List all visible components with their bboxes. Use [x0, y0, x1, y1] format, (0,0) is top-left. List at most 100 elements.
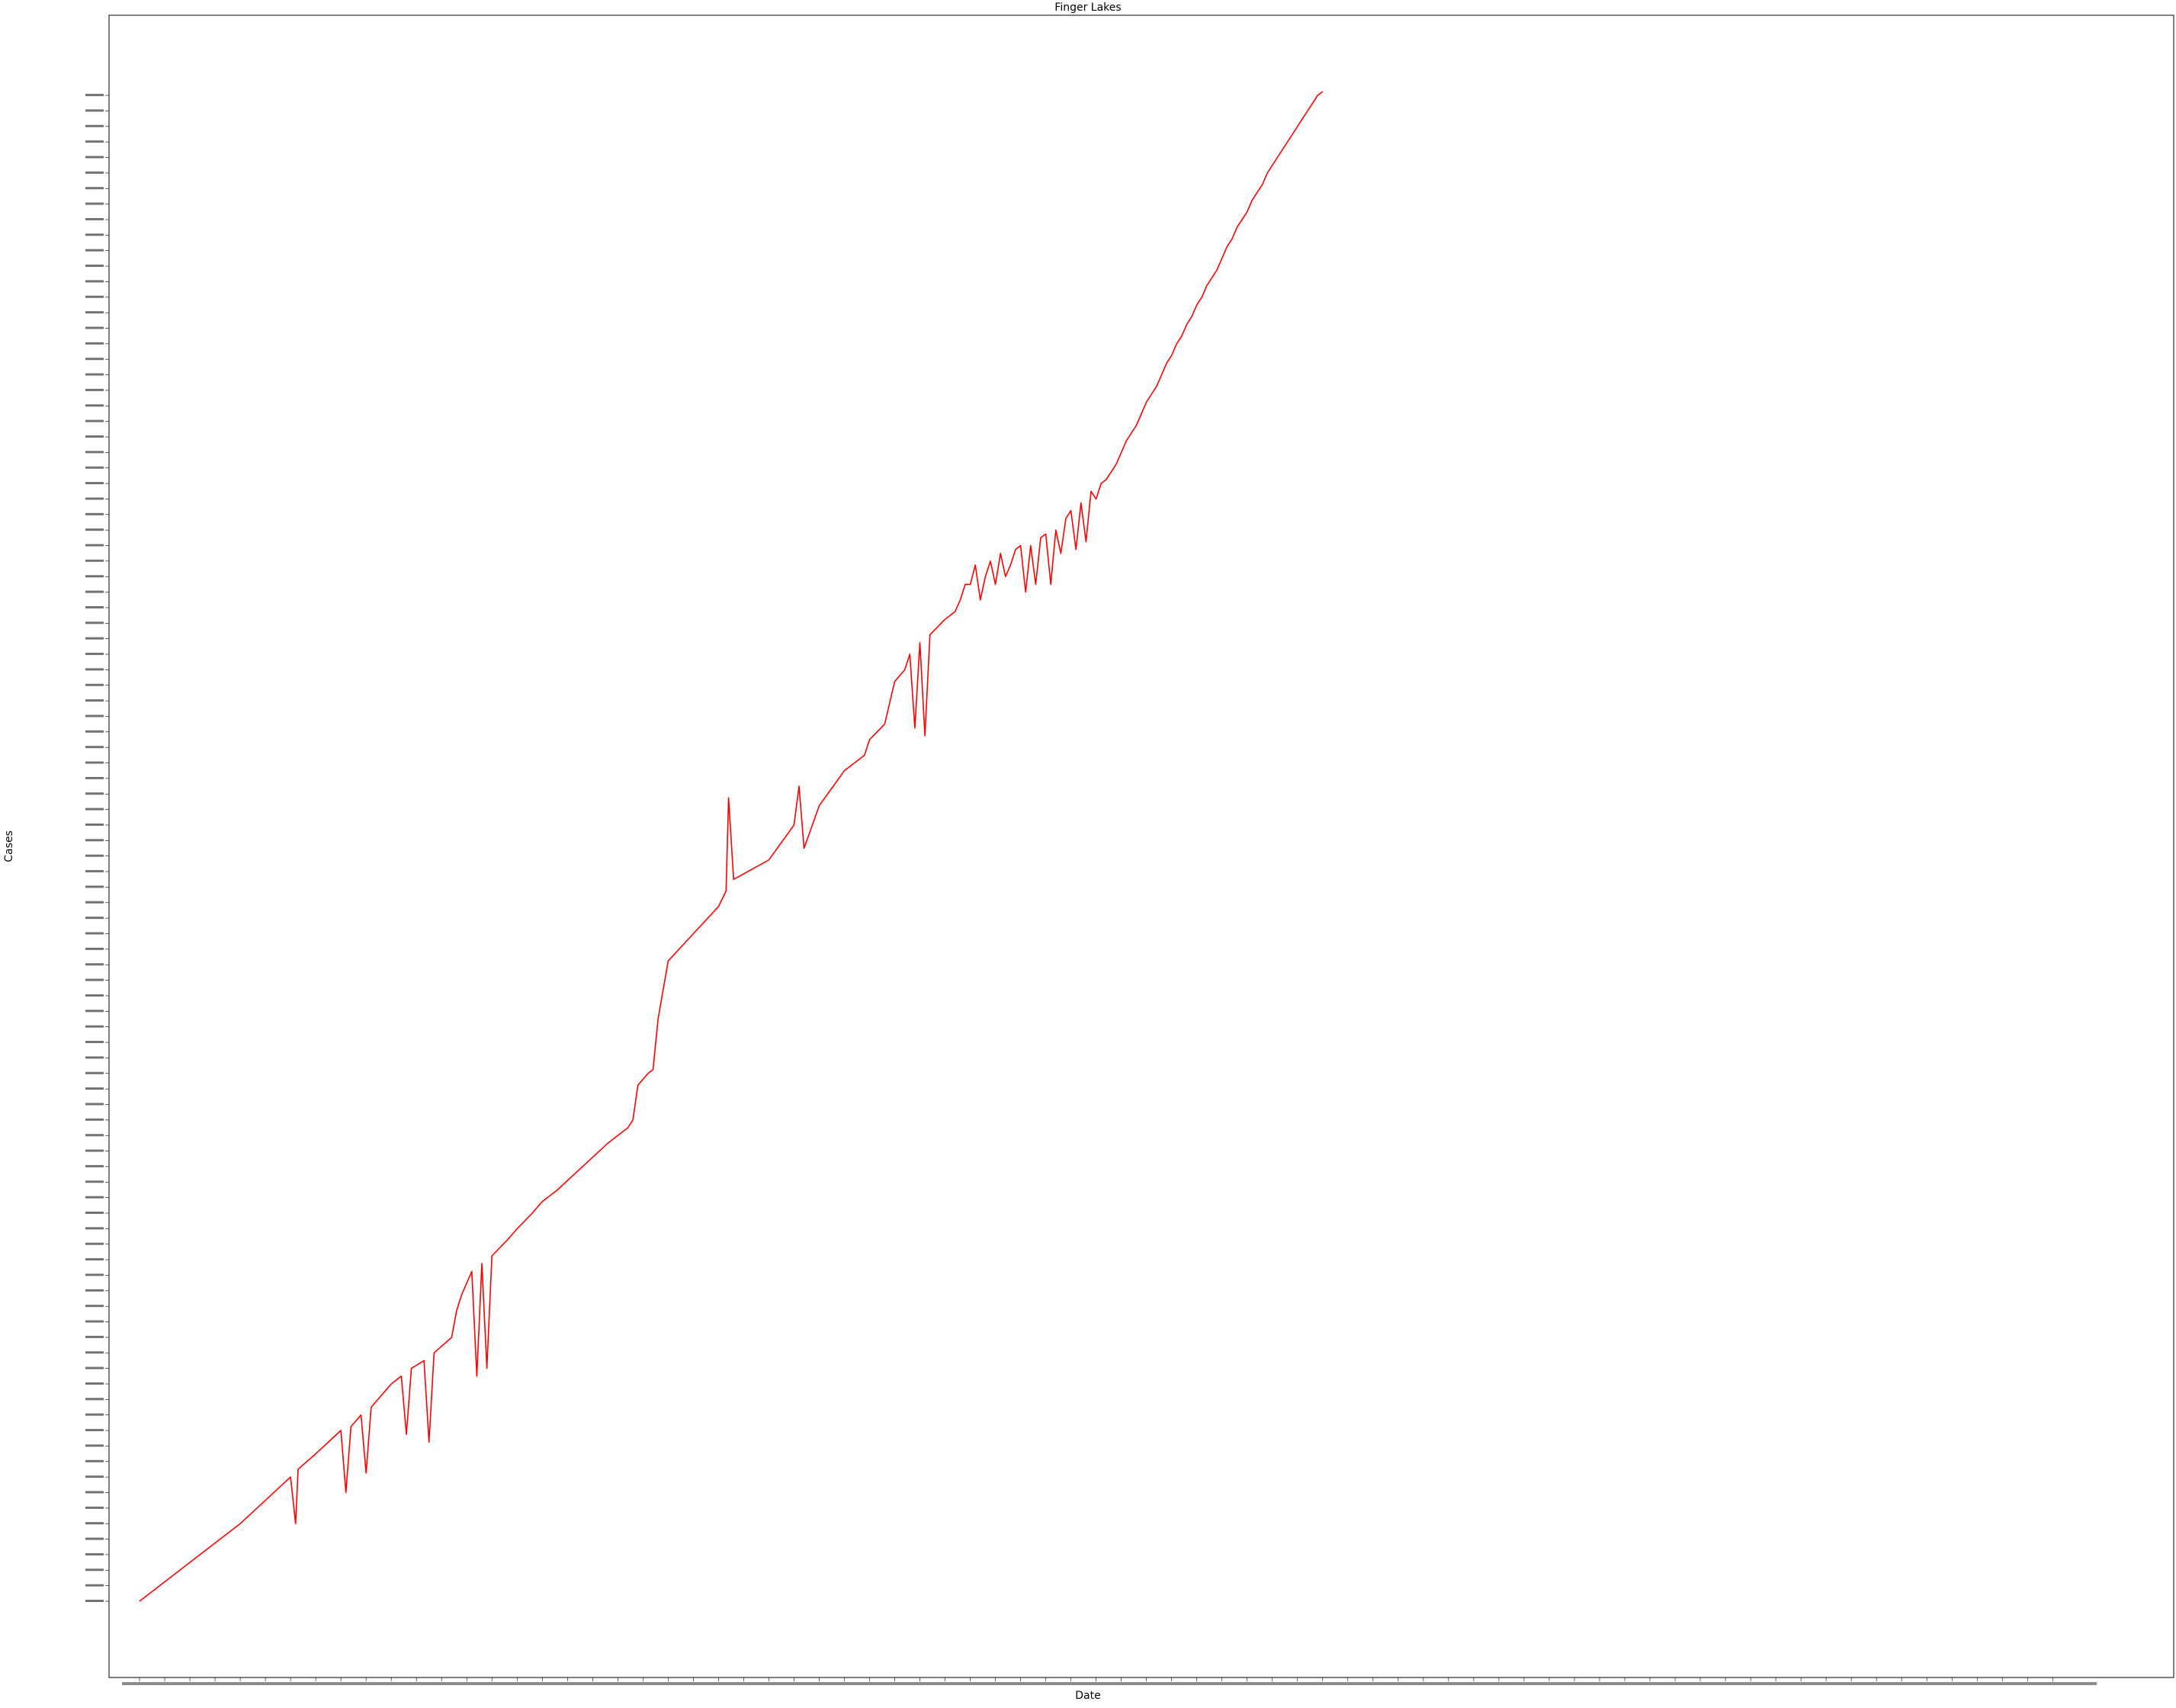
- y-tick-label-illegible: [85, 792, 104, 795]
- y-tick-label-illegible: [85, 917, 104, 920]
- y-tick-label-illegible: [85, 171, 104, 174]
- y-tick-label-illegible: [85, 156, 104, 159]
- y-tick-label-illegible: [85, 1459, 104, 1462]
- y-tick-label-illegible: [85, 497, 104, 500]
- y-tick-label-illegible: [85, 994, 104, 997]
- y-tick-label-illegible: [85, 233, 104, 236]
- y-tick-label-illegible: [85, 839, 104, 842]
- y-tick-label-illegible: [85, 280, 104, 283]
- y-tick-label-illegible: [85, 714, 104, 718]
- y-tick-label-illegible: [85, 699, 104, 702]
- y-tick-label-illegible: [85, 109, 104, 112]
- y-tick-label-illegible: [85, 1366, 104, 1369]
- y-tick-label-illegible: [85, 94, 104, 97]
- chart-title: Finger Lakes: [1054, 2, 1122, 14]
- y-tick-label-illegible: [85, 730, 104, 733]
- y-tick-label-illegible: [85, 373, 104, 376]
- y-tick-label-illegible: [85, 1118, 104, 1121]
- y-tick-label-illegible: [85, 807, 104, 811]
- x-axis-ticks: [122, 1678, 2097, 1685]
- y-tick-label-illegible: [85, 1196, 104, 1199]
- y-tick-label-illegible: [85, 854, 104, 857]
- y-tick-label-illegible: [85, 435, 104, 438]
- series-layer: [139, 91, 1324, 1602]
- y-tick-label-illegible: [85, 1180, 104, 1183]
- y-tick-label-illegible: [85, 326, 104, 329]
- y-tick-label-illegible: [85, 187, 104, 190]
- y-tick-label-illegible: [85, 621, 104, 624]
- y-tick-label-illegible: [85, 1351, 104, 1354]
- y-tick-label-illegible: [85, 1164, 104, 1167]
- y-tick-label-illegible: [85, 249, 104, 252]
- y-tick-label-illegible: [85, 668, 104, 671]
- y-tick-label-illegible: [85, 776, 104, 779]
- y-tick-label-illegible: [85, 1010, 104, 1013]
- y-tick-label-illegible: [85, 388, 104, 391]
- y-tick-label-illegible: [85, 1134, 104, 1137]
- y-tick-label-illegible: [85, 1522, 104, 1525]
- y-tick-label-illegible: [85, 1087, 104, 1090]
- y-tick-label-illegible: [85, 528, 104, 531]
- y-tick-label-illegible: [85, 295, 104, 298]
- y-tick-label-illegible: [85, 482, 104, 485]
- y-tick-label-illegible: [85, 1537, 104, 1540]
- y-tick-label-illegible: [85, 1429, 104, 1432]
- y-tick-label-illegible: [85, 404, 104, 407]
- y-tick-label-illegible: [85, 265, 104, 268]
- y-tick-label-illegible: [85, 901, 104, 904]
- y-tick-label-illegible: [85, 140, 104, 143]
- y-tick-label-illegible: [85, 1273, 104, 1276]
- y-tick-label-illegible: [85, 1552, 104, 1556]
- y-tick-label-illegible: [85, 1398, 104, 1401]
- y-tick-label-illegible: [85, 1149, 104, 1152]
- y-tick-label-illegible: [85, 358, 104, 361]
- y-tick-label-illegible: [85, 1041, 104, 1044]
- y-tick-label-illegible: [85, 1475, 104, 1478]
- y-tick-label-illegible: [85, 559, 104, 562]
- y-tick-label-illegible: [85, 746, 104, 749]
- y-tick-label-illegible: [85, 1320, 104, 1323]
- y-tick-label-illegible: [85, 466, 104, 469]
- y-tick-label-illegible: [85, 761, 104, 764]
- y-tick-label-illegible: [85, 1335, 104, 1338]
- y-tick-label-illegible: [85, 202, 104, 205]
- plot-area-frame: [108, 14, 2174, 1678]
- y-tick-label-illegible: [85, 885, 104, 888]
- y-tick-label-illegible: [85, 1103, 104, 1106]
- y-tick-label-illegible: [85, 1305, 104, 1308]
- y-tick-label-illegible: [85, 1242, 104, 1245]
- y-tick-label-illegible: [85, 575, 104, 578]
- y-tick-label-illegible: [85, 1289, 104, 1292]
- y-tick-label-illegible: [85, 683, 104, 686]
- y-tick-label-illegible: [85, 1227, 104, 1230]
- y-tick-label-illegible: [85, 1212, 104, 1215]
- y-tick-label-illegible: [85, 124, 104, 127]
- y-tick-label-illegible: [85, 870, 104, 873]
- y-tick-label-illegible: [85, 947, 104, 950]
- y-tick-label-illegible: [85, 1382, 104, 1385]
- y-tick-label-illegible: [85, 978, 104, 981]
- y-tick-label-illegible: [85, 653, 104, 656]
- y-tick-label-illegible: [85, 932, 104, 935]
- y-tick-label-illegible: [85, 342, 104, 345]
- y-tick-label-illegible: [85, 311, 104, 314]
- y-tick-label-illegible: [85, 1584, 104, 1587]
- x-axis-label: Date: [1075, 1690, 1101, 1702]
- series-line-cases: [139, 91, 1324, 1602]
- y-tick-label-illegible: [85, 1444, 104, 1447]
- y-axis-label: Cases: [3, 830, 15, 862]
- x-tick-labels-illegible: [122, 1682, 2097, 1685]
- y-tick-label-illegible: [85, 451, 104, 454]
- y-tick-label-illegible: [85, 419, 104, 422]
- y-tick-label-illegible: [85, 605, 104, 608]
- y-tick-label-illegible: [85, 1506, 104, 1509]
- y-tick-label-illegible: [85, 1413, 104, 1416]
- y-tick-label-illegible: [85, 1258, 104, 1261]
- y-tick-label-illegible: [85, 824, 104, 827]
- y-tick-label-illegible: [85, 544, 104, 547]
- y-tick-label-illegible: [85, 1600, 104, 1602]
- y-tick-label-illegible: [85, 1491, 104, 1494]
- y-tick-label-illegible: [85, 1025, 104, 1028]
- y-tick-label-illegible: [85, 1568, 104, 1572]
